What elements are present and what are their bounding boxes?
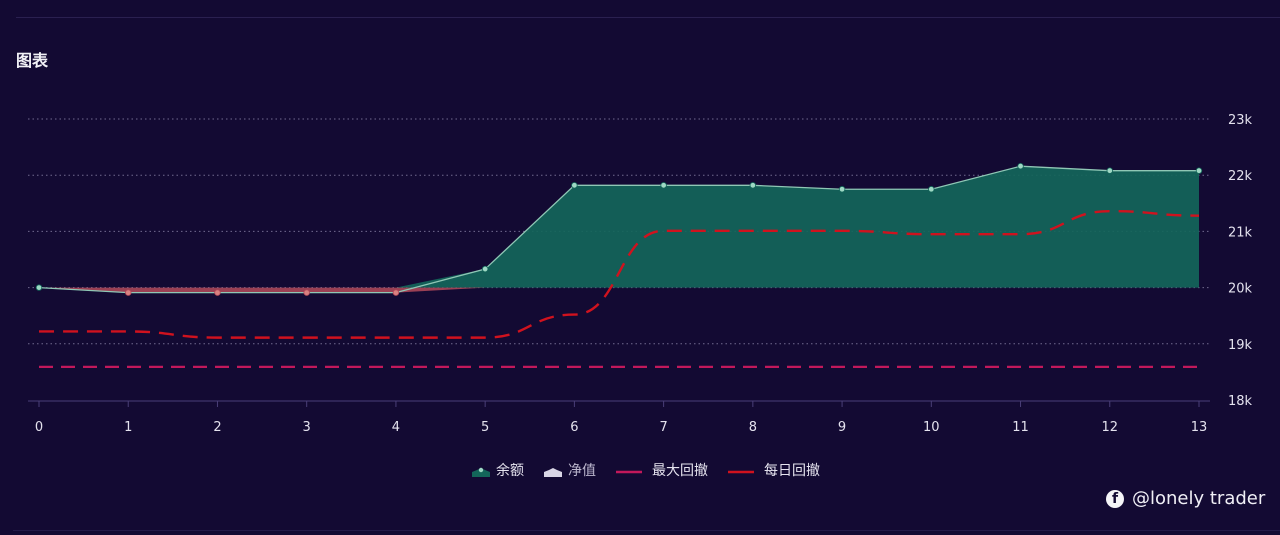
balance-data-point <box>392 289 400 296</box>
legend-label: 每日回撤 <box>764 463 820 479</box>
x-tick-label: 4 <box>392 420 400 435</box>
line-swatch-icon <box>728 465 754 475</box>
balance-data-point <box>303 289 310 296</box>
balance-data-point <box>1017 163 1024 170</box>
daily-drawdown-line <box>39 209 1200 339</box>
y-tick-label: 23k <box>1228 113 1253 128</box>
legend-item[interactable]: 余额 <box>472 460 524 480</box>
legend-item[interactable]: 最大回撤 <box>616 460 708 480</box>
line-swatch-icon <box>616 465 642 475</box>
x-tick-label: 1 <box>124 420 132 435</box>
credit: f @lonely trader <box>1106 488 1265 509</box>
x-tick-label: 6 <box>570 420 578 435</box>
chart-legend: 余额 净值 最大回撤 每日回撤 <box>472 460 840 480</box>
x-tick-label: 13 <box>1191 420 1208 435</box>
balance-data-point <box>1195 167 1203 174</box>
balance-data-point <box>1106 167 1113 174</box>
x-tick-label: 3 <box>303 420 311 435</box>
balance-data-point <box>928 186 935 193</box>
balance-loss-area <box>39 287 1199 293</box>
balance-data-point <box>749 182 757 189</box>
balance-data-point <box>838 186 846 193</box>
x-tick-label: 0 <box>35 420 43 435</box>
balance-data-point <box>125 289 132 296</box>
y-tick-label: 20k <box>1228 282 1253 297</box>
x-tick-label: 5 <box>481 420 489 435</box>
x-tick-label: 7 <box>659 420 667 435</box>
x-tick-label: 10 <box>923 420 940 435</box>
x-tick-label: 2 <box>213 420 221 435</box>
credit-handle: @lonely trader <box>1132 488 1266 509</box>
x-tick-label: 8 <box>749 420 757 435</box>
y-tick-label: 18k <box>1228 394 1253 409</box>
legend-label: 最大回撤 <box>652 463 708 479</box>
balance-data-point <box>660 182 667 189</box>
y-tick-label: 19k <box>1228 338 1253 353</box>
bottom-divider <box>13 530 1280 531</box>
page-title: 图表 <box>16 51 49 70</box>
legend-item[interactable]: 每日回撤 <box>728 460 820 480</box>
balance-data-point <box>35 284 43 291</box>
top-divider <box>16 17 1280 18</box>
balance-line <box>38 165 1199 294</box>
x-tick-label: 9 <box>838 420 846 435</box>
balance-data-point <box>214 289 221 296</box>
balance-data-point <box>481 265 489 273</box>
x-tick-label: 12 <box>1101 420 1118 435</box>
y-tick-label: 21k <box>1228 225 1253 240</box>
balance-area <box>39 166 1199 288</box>
balance-data-point <box>571 182 578 189</box>
area-swatch-icon <box>472 465 490 477</box>
facebook-icon: f <box>1106 489 1124 508</box>
legend-label: 余额 <box>496 463 524 479</box>
legend-item[interactable]: 净值 <box>544 460 596 480</box>
y-tick-label: 22k <box>1228 169 1253 184</box>
x-tick-label: 11 <box>1012 420 1029 435</box>
legend-label: 净值 <box>568 463 596 479</box>
area-swatch-icon <box>544 465 562 477</box>
